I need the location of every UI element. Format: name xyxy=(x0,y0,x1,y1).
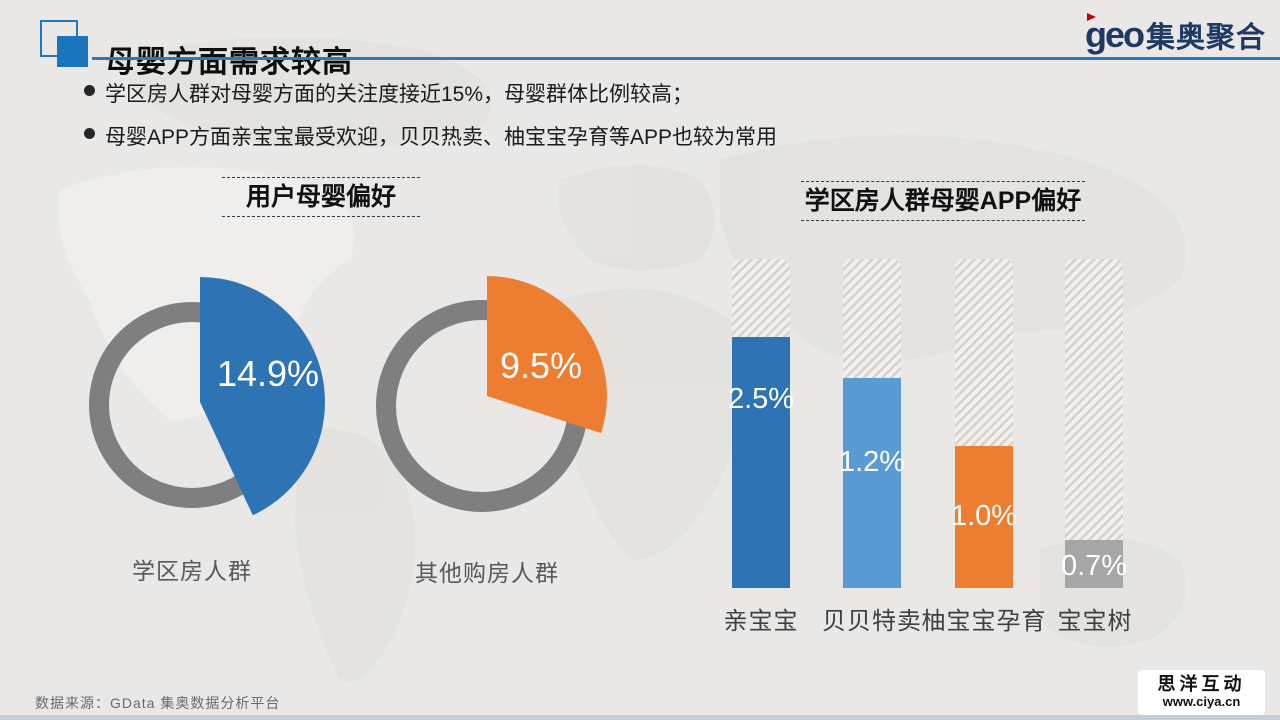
bar-fill xyxy=(1065,540,1123,588)
bar-column: 0.7% xyxy=(1061,259,1127,588)
bar-column: 1.0% xyxy=(951,259,1017,588)
decor-solid-square xyxy=(57,36,88,67)
pie-value-label: 14.9% xyxy=(216,353,320,394)
bar-fill xyxy=(843,378,901,588)
donut-slice-right xyxy=(487,276,607,434)
pie-value-label: 9.5% xyxy=(499,345,583,386)
bar-column: 1.2% xyxy=(839,259,905,588)
bar-column: 2.5% xyxy=(728,259,794,588)
bar-fill xyxy=(732,337,790,588)
bullet-text: 母婴APP方面亲宝宝最受欢迎，贝贝热卖、柚宝宝孕育等APP也较为常用 xyxy=(105,126,778,149)
bar-value-label: 1.2% xyxy=(838,446,906,478)
bar-category-label: 亲宝宝 xyxy=(723,608,799,635)
vendor-watermark: 思洋互动 www.ciya.cn xyxy=(1138,670,1265,715)
data-source-note: 数据来源：GData 集奥数据分析平台 xyxy=(35,695,281,711)
donut-slice-left xyxy=(200,277,325,516)
bar-value-label: 1.0% xyxy=(950,500,1018,532)
pie-caption: 其他购房人群 xyxy=(415,560,559,586)
bar-value-label: 2.5% xyxy=(727,383,795,415)
geo-logo-mark: geo xyxy=(1084,13,1145,55)
bullet-item: 母婴APP方面亲宝宝最受欢迎，贝贝热卖、柚宝宝孕育等APP也较为常用 xyxy=(84,121,777,151)
bullet-icon xyxy=(84,128,95,139)
bar-fill xyxy=(955,446,1013,588)
bar-category-label: 贝贝特卖 xyxy=(822,608,922,635)
bottom-edge-strip xyxy=(0,715,1280,720)
geo-logo-name: 集奥聚合 xyxy=(1145,22,1266,54)
title-underline xyxy=(92,57,1280,60)
logo-red-flag-icon xyxy=(1086,13,1096,21)
bullet-icon xyxy=(84,85,95,96)
vendor-name: 思洋互动 xyxy=(1157,674,1246,695)
bar-chart-title: 学区房人群母婴APP偏好 xyxy=(801,181,1085,221)
bar-track xyxy=(1065,259,1123,588)
bar-category-label: 宝宝树 xyxy=(1057,608,1133,635)
vendor-url: www.ciya.cn xyxy=(1162,694,1241,710)
pie-caption: 学区房人群 xyxy=(132,558,252,584)
bullet-text: 学区房人群对母婴方面的关注度接近15%，母婴群体比例较高； xyxy=(105,83,694,106)
page-title: 母婴方面需求较高 xyxy=(105,46,353,80)
bullet-item: 学区房人群对母婴方面的关注度接近15%，母婴群体比例较高； xyxy=(84,78,777,108)
pie-chart-title: 用户母婴偏好 xyxy=(222,177,420,217)
bar-value-label: 0.7% xyxy=(1060,550,1128,582)
geo-logo: geo 集奥聚合 xyxy=(1084,13,1266,56)
bullet-list: 学区房人群对母婴方面的关注度接近15%，母婴群体比例较高； 母婴APP方面亲宝宝… xyxy=(84,78,777,164)
bar-category-label: 柚宝宝孕育 xyxy=(921,608,1047,635)
